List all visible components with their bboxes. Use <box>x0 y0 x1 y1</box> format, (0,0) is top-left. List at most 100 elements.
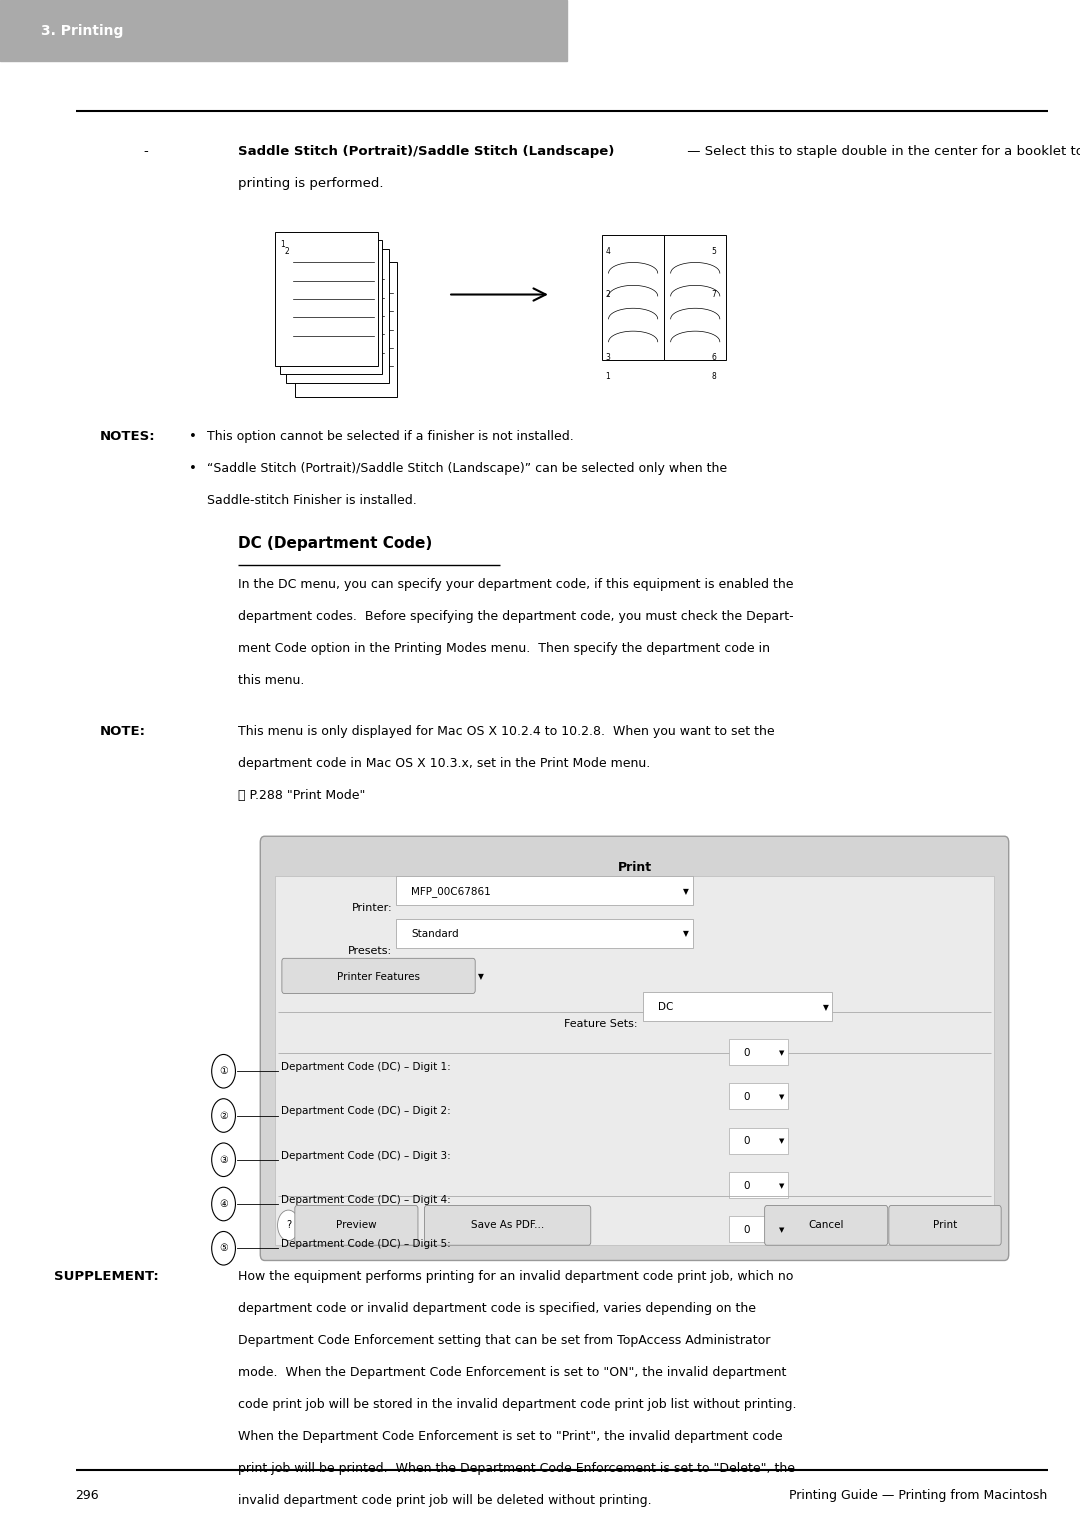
Text: ▼: ▼ <box>780 1183 784 1189</box>
Text: 3. Printing: 3. Printing <box>41 23 123 38</box>
FancyBboxPatch shape <box>729 1128 788 1154</box>
Text: 2: 2 <box>284 247 288 256</box>
Text: Saddle-stitch Finisher is installed.: Saddle-stitch Finisher is installed. <box>207 494 417 508</box>
Text: MFP_00C67861: MFP_00C67861 <box>411 885 491 897</box>
Text: Saddle Stitch (Portrait)/Saddle Stitch (Landscape): Saddle Stitch (Portrait)/Saddle Stitch (… <box>238 145 613 159</box>
FancyBboxPatch shape <box>396 876 693 905</box>
Text: This option cannot be selected if a finisher is not installed.: This option cannot be selected if a fini… <box>207 430 575 444</box>
Text: 0: 0 <box>743 1181 750 1190</box>
Circle shape <box>212 1187 235 1221</box>
Text: ▼: ▼ <box>683 929 689 938</box>
Text: 8: 8 <box>299 270 303 279</box>
FancyBboxPatch shape <box>729 1216 788 1242</box>
Text: Print: Print <box>618 861 651 874</box>
Circle shape <box>278 1210 299 1241</box>
Text: This menu is only displayed for Mac OS X 10.2.4 to 10.2.8.  When you want to set: This menu is only displayed for Mac OS X… <box>238 725 774 739</box>
FancyBboxPatch shape <box>424 1206 591 1245</box>
FancyBboxPatch shape <box>643 992 832 1021</box>
Text: 7: 7 <box>711 290 716 299</box>
Text: ▼: ▼ <box>683 887 689 896</box>
FancyBboxPatch shape <box>765 1206 888 1245</box>
Text: Printer:: Printer: <box>351 903 392 914</box>
Text: department codes.  Before specifying the department code, you must check the Dep: department codes. Before specifying the … <box>238 610 793 624</box>
Text: ▼: ▼ <box>477 972 484 981</box>
Text: 1: 1 <box>280 240 284 249</box>
Text: 3: 3 <box>605 353 610 362</box>
FancyBboxPatch shape <box>260 836 1009 1260</box>
Text: 0: 0 <box>743 1225 750 1235</box>
Text: ?: ? <box>286 1221 291 1230</box>
Bar <box>664 235 727 360</box>
Text: NOTE:: NOTE: <box>99 725 146 739</box>
Text: ③: ③ <box>219 1155 228 1164</box>
Text: ⑤: ⑤ <box>219 1244 228 1253</box>
Text: 5: 5 <box>711 247 716 256</box>
Text: Department Code Enforcement setting that can be set from TopAccess Administrator: Department Code Enforcement setting that… <box>238 1334 770 1347</box>
Text: Feature Sets:: Feature Sets: <box>564 1019 637 1030</box>
FancyBboxPatch shape <box>729 1039 788 1065</box>
Text: How the equipment performs printing for an invalid department code print job, wh: How the equipment performs printing for … <box>238 1270 793 1283</box>
Text: Printer Features: Printer Features <box>337 972 420 981</box>
Bar <box>275 232 378 366</box>
Text: 0: 0 <box>743 1048 750 1058</box>
Text: Print: Print <box>933 1221 957 1230</box>
Bar <box>275 876 994 1245</box>
Text: department code in Mac OS X 10.3.x, set in the Print Mode menu.: department code in Mac OS X 10.3.x, set … <box>238 757 650 771</box>
Text: this menu.: this menu. <box>238 674 303 688</box>
Text: Presets:: Presets: <box>348 946 392 957</box>
Text: Standard: Standard <box>411 929 459 938</box>
Text: 8: 8 <box>711 372 716 382</box>
Bar <box>0 0 567 61</box>
Text: 6: 6 <box>711 353 716 362</box>
Text: When the Department Code Enforcement is set to "Print", the invalid department c: When the Department Code Enforcement is … <box>238 1430 782 1444</box>
Text: ▼: ▼ <box>823 1003 829 1012</box>
Text: ▼: ▼ <box>780 1094 784 1100</box>
FancyBboxPatch shape <box>282 958 475 993</box>
Text: Save As PDF...: Save As PDF... <box>471 1221 544 1230</box>
Text: 1: 1 <box>605 372 610 382</box>
Text: ①: ① <box>219 1067 228 1076</box>
Text: 0: 0 <box>743 1137 750 1146</box>
Text: — Select this to staple double in the center for a booklet to be printed.  Selec: — Select this to staple double in the ce… <box>683 145 1080 159</box>
Bar <box>295 262 397 397</box>
Text: ▼: ▼ <box>780 1227 784 1233</box>
Text: Preview: Preview <box>336 1221 377 1230</box>
Text: ▼: ▼ <box>780 1050 784 1056</box>
Text: ment Code option in the Printing Modes menu.  Then specify the department code i: ment Code option in the Printing Modes m… <box>238 642 770 656</box>
Text: department code or invalid department code is specified, varies depending on the: department code or invalid department co… <box>238 1302 756 1315</box>
Text: 2: 2 <box>605 290 610 299</box>
Circle shape <box>212 1143 235 1177</box>
FancyBboxPatch shape <box>889 1206 1001 1245</box>
Text: •: • <box>189 430 197 444</box>
FancyBboxPatch shape <box>729 1083 788 1109</box>
Text: Department Code (DC) – Digit 3:: Department Code (DC) – Digit 3: <box>281 1151 450 1161</box>
FancyBboxPatch shape <box>396 919 693 948</box>
Text: 4: 4 <box>605 247 610 256</box>
Text: Printing Guide — Printing from Macintosh: Printing Guide — Printing from Macintosh <box>789 1489 1048 1503</box>
Text: SUPPLEMENT:: SUPPLEMENT: <box>54 1270 159 1283</box>
Text: print job will be printed.  When the Department Code Enforcement is set to "Dele: print job will be printed. When the Depa… <box>238 1462 795 1476</box>
Text: 0: 0 <box>743 1093 750 1102</box>
Text: Department Code (DC) – Digit 4:: Department Code (DC) – Digit 4: <box>281 1195 450 1206</box>
Circle shape <box>212 1231 235 1265</box>
Text: ②: ② <box>219 1111 228 1120</box>
FancyBboxPatch shape <box>729 1172 788 1198</box>
Text: invalid department code print job will be deleted without printing.: invalid department code print job will b… <box>238 1494 651 1508</box>
Bar <box>286 249 389 383</box>
Circle shape <box>212 1054 235 1088</box>
Text: -: - <box>144 145 148 159</box>
Text: ▼: ▼ <box>780 1138 784 1144</box>
Text: Cancel: Cancel <box>809 1221 843 1230</box>
Text: Department Code (DC) – Digit 2:: Department Code (DC) – Digit 2: <box>281 1106 450 1117</box>
Text: ⌸ P.288 "Print Mode": ⌸ P.288 "Print Mode" <box>238 789 365 803</box>
Text: •: • <box>189 462 197 476</box>
Text: printing is performed.: printing is performed. <box>238 177 383 191</box>
Text: NOTES:: NOTES: <box>99 430 156 444</box>
Text: code print job will be stored in the invalid department code print job list with: code print job will be stored in the inv… <box>238 1398 796 1412</box>
Bar <box>280 240 382 374</box>
Circle shape <box>212 1099 235 1132</box>
Text: DC: DC <box>658 1003 673 1012</box>
Bar <box>603 235 664 360</box>
Text: 296: 296 <box>76 1489 99 1503</box>
Text: In the DC menu, you can specify your department code, if this equipment is enabl: In the DC menu, you can specify your dep… <box>238 578 793 592</box>
